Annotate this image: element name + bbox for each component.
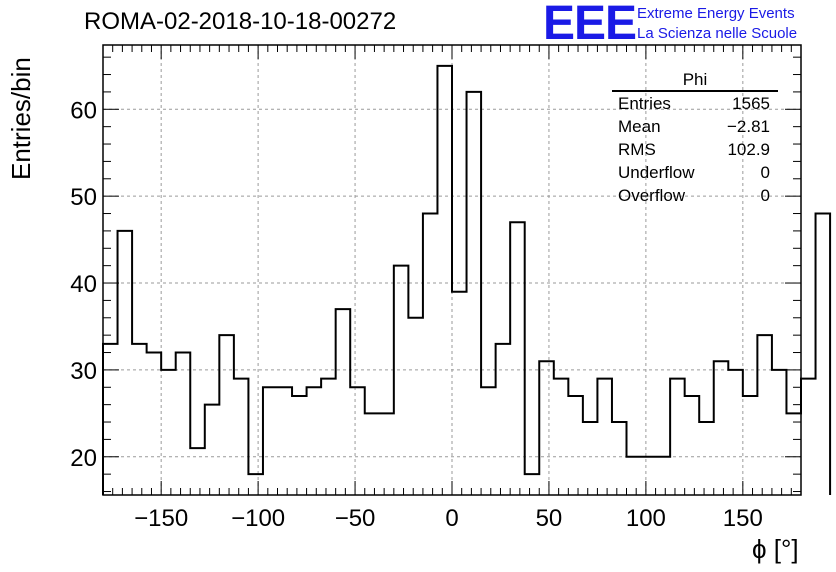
stats-value: 0 [760, 163, 770, 182]
histogram-bin [786, 413, 801, 495]
histogram-bin [612, 422, 627, 495]
histogram-bin [219, 335, 234, 495]
histogram-bin [379, 413, 394, 495]
x-tick-label: −100 [231, 505, 285, 532]
stats-label: Overflow [618, 186, 686, 205]
stats-row-entries: Entries 1565 [612, 92, 778, 115]
histogram-bin [307, 387, 322, 495]
y-tick-label: 40 [70, 271, 97, 298]
histogram-bin [350, 387, 365, 495]
logo-line-2: La Scienza nelle Scuole [637, 25, 798, 42]
x-tick-label: 0 [445, 505, 458, 532]
y-tick-label: 30 [70, 358, 97, 385]
histogram-bin [627, 457, 642, 495]
histogram-bin [161, 370, 176, 495]
x-tick-label: −150 [134, 505, 188, 532]
histogram-bin [292, 396, 307, 495]
histogram-bin [118, 231, 133, 495]
stats-value: 102.9 [727, 140, 770, 159]
histogram-bin [190, 448, 205, 495]
histogram-series [102, 64, 832, 495]
y-tick-label: 20 [70, 445, 97, 472]
stats-row-mean: Mean −2.81 [612, 115, 778, 138]
stats-box: Phi Entries 1565 Mean −2.81 RMS 102.9 Un… [612, 70, 778, 207]
histogram-bin [583, 422, 598, 495]
histogram-bin [510, 222, 525, 495]
histogram-bin [423, 214, 438, 495]
stats-label: RMS [618, 140, 656, 159]
histogram-bin [568, 396, 583, 495]
histogram-bin [801, 379, 816, 495]
logo-line-1: Extreme Energy Events [637, 5, 795, 22]
histogram-bin [496, 344, 511, 495]
histogram-bin [321, 379, 336, 495]
histogram-bin [147, 353, 162, 495]
stats-value: 1565 [732, 94, 770, 113]
eee-logo: EEE [543, 0, 637, 50]
stats-label: Underflow [618, 163, 695, 182]
logo-caption: Extreme Energy Events La Scienza nelle S… [637, 4, 797, 44]
stats-value: −2.81 [726, 117, 770, 136]
histogram-bin [714, 361, 729, 495]
histogram-bin [336, 309, 351, 495]
axis-ticks [103, 45, 801, 495]
x-tick-label: −50 [335, 505, 376, 532]
histogram-bin [772, 370, 787, 495]
y-axis-label: Entries/bin [6, 57, 36, 180]
histogram-bin [467, 92, 482, 495]
stats-label: Entries [618, 94, 671, 113]
histogram-bin [525, 474, 540, 495]
histogram-bin [757, 335, 772, 495]
histogram-bin [554, 379, 569, 495]
histogram-bin [263, 387, 278, 495]
histogram-line [102, 64, 832, 495]
histogram-bin [437, 66, 452, 495]
histogram-bin [670, 379, 685, 495]
histogram-bin [248, 474, 263, 495]
axis-tick-labels: −150 −100 −50 0 50 100 150 20 30 40 50 60 [70, 97, 763, 532]
x-tick-label: 100 [626, 505, 666, 532]
histogram-bin [656, 457, 671, 495]
histogram-bin [699, 422, 714, 495]
x-tick-label: 150 [723, 505, 763, 532]
histogram-bin [205, 405, 220, 495]
histogram-bin [452, 292, 467, 495]
y-tick-label: 60 [70, 97, 97, 124]
stats-value: 0 [760, 186, 770, 205]
histogram-bin [816, 214, 831, 495]
chart-title: ROMA-02-2018-10-18-00272 [84, 8, 397, 35]
x-tick-label: 50 [536, 505, 563, 532]
y-tick-label: 50 [70, 184, 97, 211]
histogram-bin [234, 379, 249, 495]
histogram-bin [743, 396, 758, 495]
stats-row-underflow: Underflow 0 [612, 161, 778, 184]
stats-title: Phi [612, 70, 778, 92]
histogram-bin [597, 379, 612, 495]
histogram-bin [641, 457, 656, 495]
histogram-bin [408, 318, 423, 495]
histogram-bin [539, 361, 554, 495]
histogram-bin [394, 266, 409, 495]
histogram-bin [481, 387, 496, 495]
stats-row-overflow: Overflow 0 [612, 184, 778, 207]
stats-row-rms: RMS 102.9 [612, 138, 778, 161]
histogram-bin [103, 344, 118, 495]
x-axis-label: ϕ [°] [752, 534, 799, 564]
histogram-bin [685, 396, 700, 495]
histogram-bin [132, 344, 147, 495]
histogram-bin [176, 353, 191, 495]
histogram-bin [278, 387, 293, 495]
histogram-bin [365, 413, 380, 495]
histogram-bin [728, 370, 743, 495]
stats-label: Mean [618, 117, 661, 136]
